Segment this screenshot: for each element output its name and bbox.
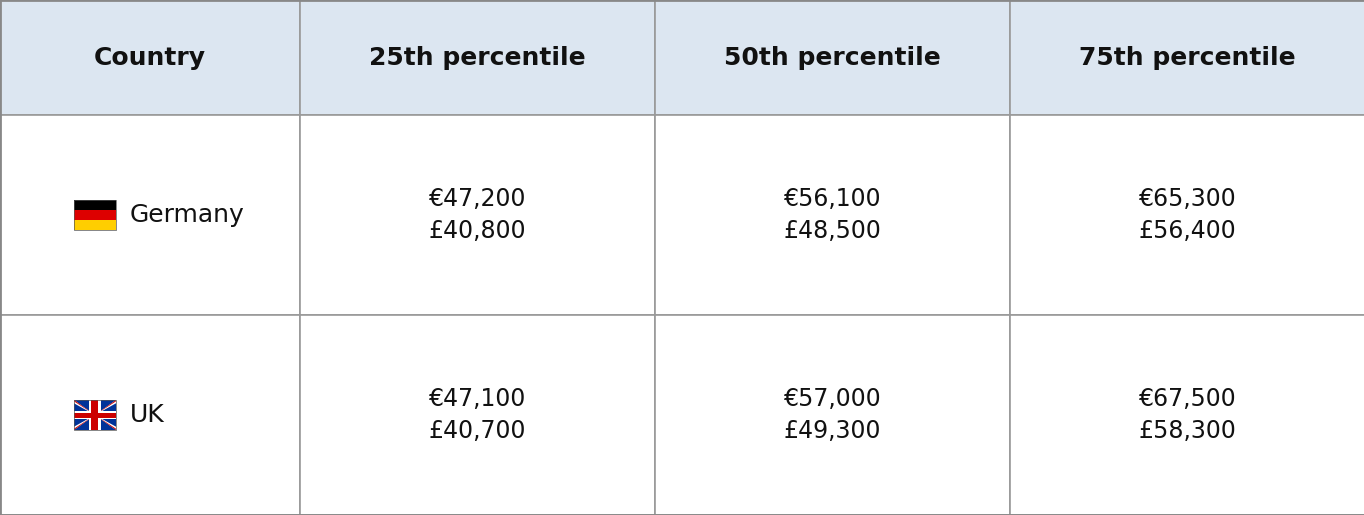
Bar bbox=[1009, 115, 1364, 315]
Text: 50th percentile: 50th percentile bbox=[724, 45, 941, 70]
Bar bbox=[300, 115, 655, 315]
Bar bbox=[91, 400, 98, 430]
Bar bbox=[655, 115, 1009, 315]
Text: UK: UK bbox=[130, 403, 165, 427]
Text: Country: Country bbox=[94, 45, 206, 70]
Bar bbox=[74, 411, 116, 419]
Text: £40,700: £40,700 bbox=[428, 419, 527, 443]
Text: 75th percentile: 75th percentile bbox=[1079, 45, 1296, 70]
Bar bbox=[74, 210, 116, 220]
Text: €47,100: €47,100 bbox=[428, 387, 527, 411]
Bar bbox=[1009, 315, 1364, 515]
Polygon shape bbox=[74, 400, 116, 430]
Text: €67,500: €67,500 bbox=[1139, 387, 1236, 411]
Polygon shape bbox=[74, 400, 116, 430]
Bar bbox=[74, 200, 116, 230]
Bar bbox=[0, 315, 300, 515]
Text: 25th percentile: 25th percentile bbox=[370, 45, 585, 70]
Text: Germany: Germany bbox=[130, 203, 244, 227]
Bar bbox=[300, 315, 655, 515]
Bar bbox=[1009, 0, 1364, 115]
Bar bbox=[74, 200, 116, 210]
Bar bbox=[74, 413, 116, 418]
Text: £49,300: £49,300 bbox=[784, 419, 881, 443]
Bar bbox=[655, 315, 1009, 515]
Bar bbox=[89, 400, 101, 430]
Text: £58,300: £58,300 bbox=[1139, 419, 1236, 443]
Text: £48,500: £48,500 bbox=[783, 219, 881, 243]
Text: £56,400: £56,400 bbox=[1139, 219, 1236, 243]
Bar bbox=[74, 400, 116, 430]
Bar bbox=[0, 115, 300, 315]
Text: €56,100: €56,100 bbox=[784, 187, 881, 211]
Bar bbox=[74, 220, 116, 230]
Text: £40,800: £40,800 bbox=[428, 219, 527, 243]
Bar bbox=[655, 0, 1009, 115]
Text: €57,000: €57,000 bbox=[784, 387, 881, 411]
Bar bbox=[74, 400, 116, 430]
Polygon shape bbox=[74, 400, 116, 430]
Text: €65,300: €65,300 bbox=[1139, 187, 1236, 211]
Bar bbox=[0, 0, 300, 115]
Text: €47,200: €47,200 bbox=[428, 187, 527, 211]
Bar bbox=[300, 0, 655, 115]
Polygon shape bbox=[74, 400, 116, 430]
